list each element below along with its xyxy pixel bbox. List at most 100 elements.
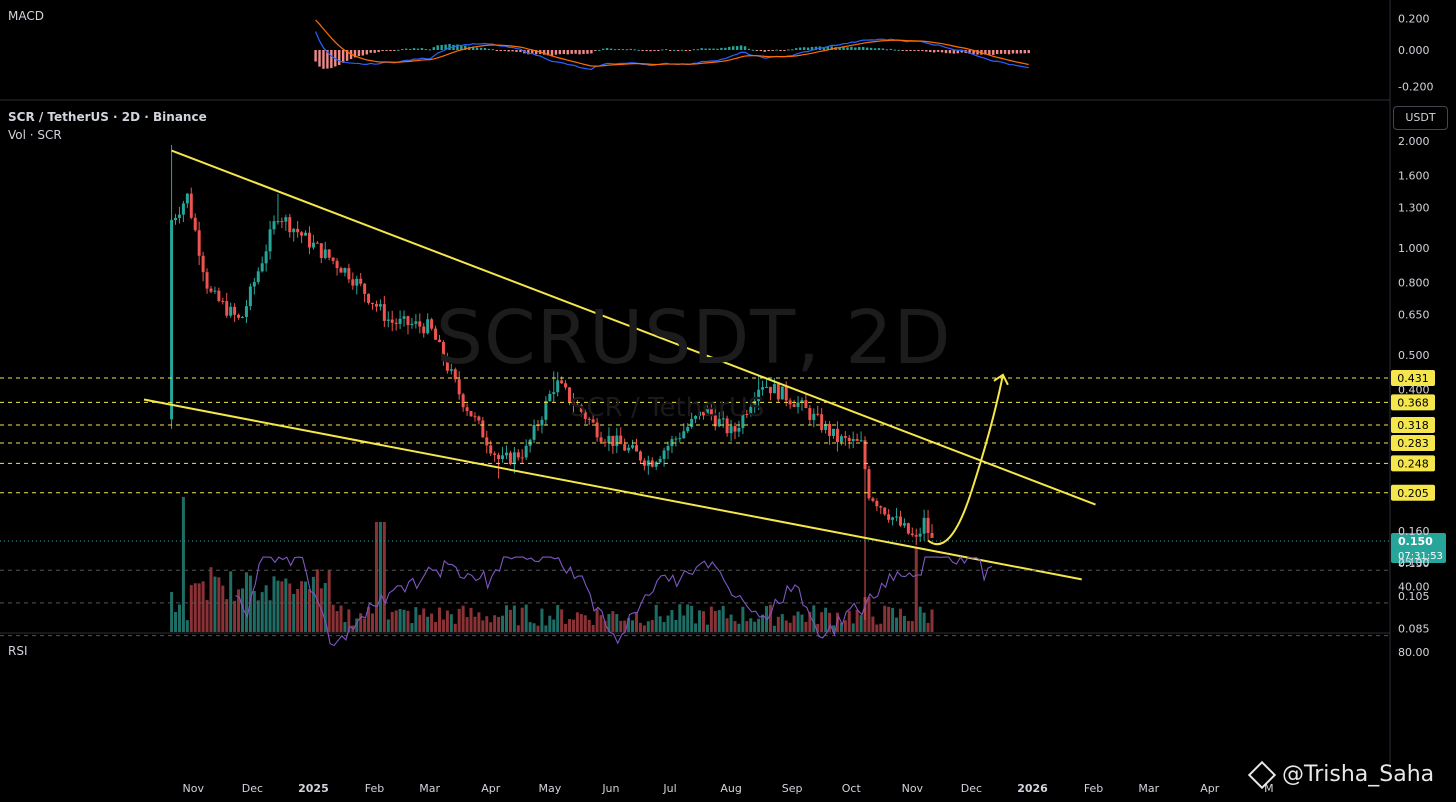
candle-body xyxy=(449,369,453,371)
volume-bar xyxy=(323,583,327,632)
price-tick-label: 0.800 xyxy=(1398,277,1430,290)
macd-histogram-bar xyxy=(735,46,739,50)
macd-histogram-bar xyxy=(956,50,959,54)
volume-bar xyxy=(248,575,252,632)
volume-bar xyxy=(749,618,753,632)
volume-bar xyxy=(457,608,461,632)
candle-body xyxy=(796,402,800,407)
volume-bar xyxy=(441,619,445,632)
candle-body xyxy=(615,435,619,446)
candle-body xyxy=(595,422,599,438)
candle-body xyxy=(520,457,524,459)
macd-histogram-bar xyxy=(999,50,1003,54)
level-price-label: 0.248 xyxy=(1397,457,1429,470)
volume-bar xyxy=(256,600,260,632)
candle-body xyxy=(284,217,288,222)
macd-histogram-bar xyxy=(881,48,885,50)
candle-body xyxy=(768,386,772,394)
candle-body xyxy=(847,437,851,441)
macd-histogram-bar xyxy=(795,48,798,50)
candle-body xyxy=(319,243,323,258)
volume-bar xyxy=(544,625,548,632)
macd-histogram-bar xyxy=(460,45,463,50)
candle-body xyxy=(650,460,654,467)
volume-bar xyxy=(694,623,698,632)
currency-unit-button[interactable]: USDT xyxy=(1393,106,1448,130)
volume-bar xyxy=(398,609,402,632)
volume-bar xyxy=(725,618,729,632)
candle-body xyxy=(473,416,477,418)
macd-tick-label: 0.000 xyxy=(1398,44,1430,57)
volume-bar xyxy=(213,576,217,632)
candle-body xyxy=(879,506,883,508)
candle-body xyxy=(292,228,296,233)
candle-body xyxy=(532,425,536,440)
macd-histogram-bar xyxy=(897,49,900,51)
price-axis[interactable]: 2.000 1.600 1.300 1.000 0.800 0.650 0.500 0.400… xyxy=(1398,13,1433,660)
candle-body xyxy=(824,423,828,430)
macd-histogram-bar xyxy=(408,48,412,50)
candle-body xyxy=(765,386,769,388)
macd-histogram-bar xyxy=(381,50,384,51)
macd-histogram-bar xyxy=(440,44,443,50)
diamond-logo-icon xyxy=(1247,760,1277,790)
volume-bar xyxy=(469,607,473,632)
macd-histogram-bar xyxy=(428,49,432,51)
volume-bar xyxy=(359,613,363,632)
volume-bar xyxy=(564,623,568,632)
candle-body xyxy=(213,290,217,292)
macd-histogram-bar xyxy=(554,50,558,55)
volume-bar xyxy=(181,497,185,632)
volume-bar xyxy=(788,622,792,632)
candle-body xyxy=(189,193,193,218)
macd-histogram-bar xyxy=(341,50,345,63)
author-handle: @Trisha_Saha xyxy=(1282,762,1435,787)
volume-bar xyxy=(902,615,906,632)
macd-histogram-bar xyxy=(905,50,908,52)
rsi-pane xyxy=(0,556,1390,647)
volume-bar xyxy=(922,612,926,632)
volume-bar xyxy=(434,621,438,632)
volume-bar xyxy=(891,607,895,632)
candle-body xyxy=(485,437,489,446)
volume-bar xyxy=(847,610,851,632)
candle-body xyxy=(867,469,871,499)
macd-label[interactable]: MACD xyxy=(8,9,44,23)
time-axis[interactable]: Nov Dec 2025 Feb Mar Apr May Jun Jul Aug Sep Oct Nov… xyxy=(183,782,1274,795)
candle-body xyxy=(571,401,575,405)
volume-bar xyxy=(824,607,828,632)
macd-histogram-bar xyxy=(456,44,459,50)
candle-body xyxy=(701,411,705,416)
level-price-tag xyxy=(1391,484,1435,501)
volume-bar xyxy=(418,614,422,632)
volume-bar xyxy=(205,600,209,632)
trendlines xyxy=(143,149,1096,581)
macd-histogram-bar xyxy=(952,50,956,54)
candle-body xyxy=(469,411,473,417)
volume-bar xyxy=(859,615,863,632)
candle-body xyxy=(197,230,201,256)
volume-bar xyxy=(225,599,229,632)
volume-bar xyxy=(733,621,737,632)
candle-body xyxy=(591,419,595,423)
volume-bar xyxy=(930,609,934,632)
symbol-title[interactable]: SCR / TetherUS · 2D · Binance xyxy=(8,110,207,124)
macd-histogram-bar xyxy=(598,49,601,51)
volume-label[interactable]: Vol · SCR xyxy=(8,128,62,142)
macd-histogram-bar xyxy=(873,48,877,50)
volume-bar xyxy=(292,594,296,632)
macd-histogram-bar xyxy=(921,50,924,51)
volume-bar xyxy=(217,577,221,632)
macd-histogram-bar xyxy=(885,49,889,51)
price-tick-label: 1.300 xyxy=(1398,202,1430,215)
rsi-label[interactable]: RSI xyxy=(8,644,28,658)
macd-histogram-bar xyxy=(546,50,550,56)
macd-histogram-bar xyxy=(609,48,613,50)
volume-bar xyxy=(871,616,875,632)
candle-body xyxy=(508,452,512,465)
volume-bar xyxy=(335,611,339,632)
candle-body xyxy=(843,436,847,438)
candle-body xyxy=(237,314,241,318)
macd-histogram-bar xyxy=(1007,50,1011,55)
